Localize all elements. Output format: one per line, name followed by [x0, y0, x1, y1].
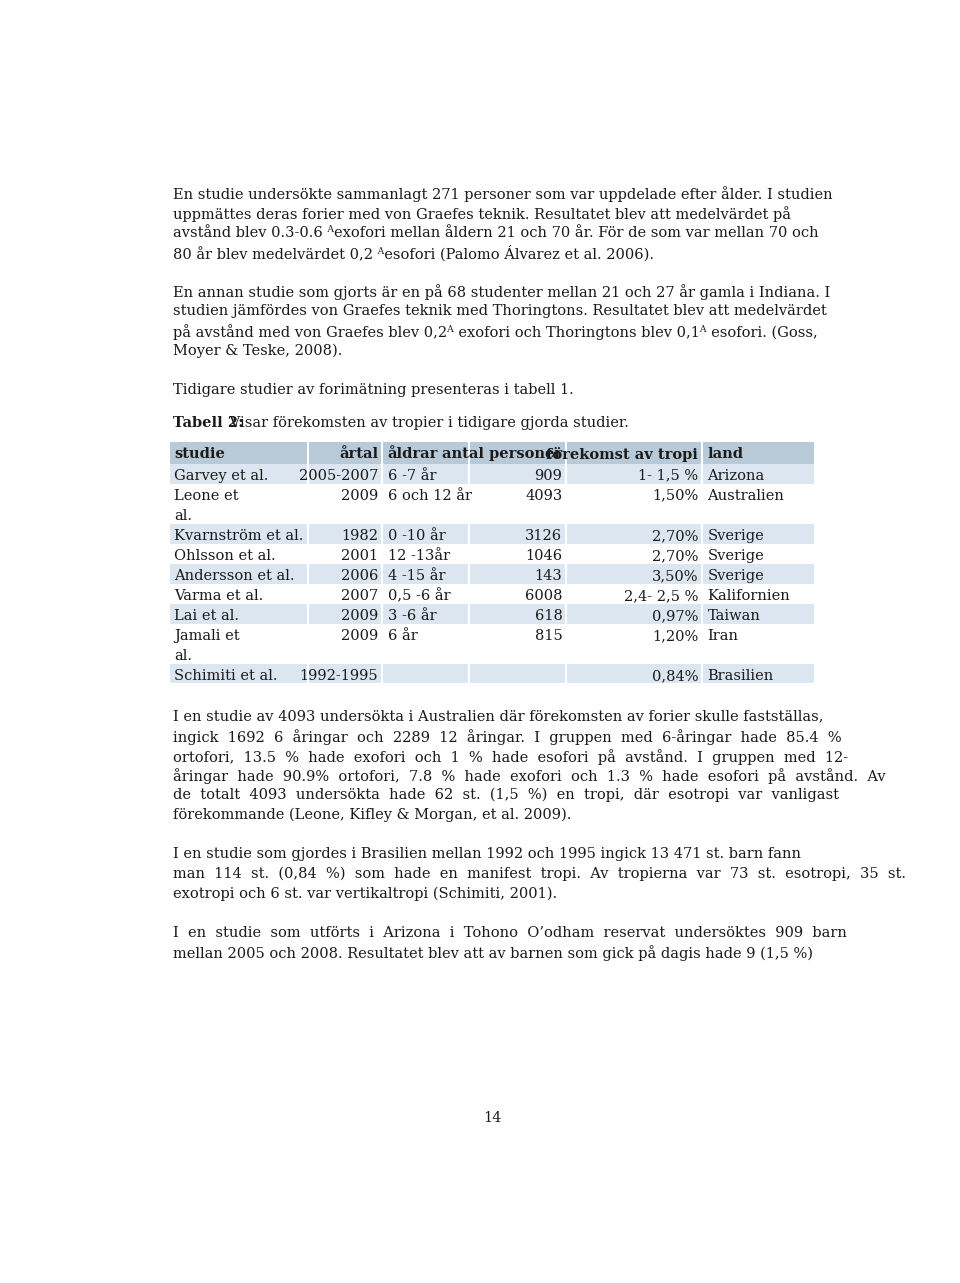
Text: Brasilien: Brasilien [708, 668, 774, 683]
Text: 80 år blev medelvärdet 0,2 ᴬesofori (Palomo Álvarez et al. 2006).: 80 år blev medelvärdet 0,2 ᴬesofori (Pal… [173, 245, 654, 262]
Text: Ohlsson et al.: Ohlsson et al. [175, 549, 276, 563]
Text: 2,4- 2,5 %: 2,4- 2,5 % [624, 589, 698, 603]
Text: 2005-2007: 2005-2007 [299, 468, 378, 482]
Text: ortofori,  13.5  %  hade  exofori  och  1  %  hade  esofori  på  avstånd.  I  gr: ortofori, 13.5 % hade exofori och 1 % ha… [173, 749, 848, 765]
Bar [169, 624, 815, 665]
Text: 0 -10 år: 0 -10 år [388, 529, 445, 543]
Bar [169, 544, 815, 563]
Text: 14: 14 [483, 1111, 501, 1125]
Text: En annan studie som gjorts är en på 68 studenter mellan 21 och 27 år gamla i Ind: En annan studie som gjorts är en på 68 s… [173, 285, 830, 300]
Text: 6 år: 6 år [388, 629, 418, 643]
Text: man  114  st.  (0,84  %)  som  hade  en  manifest  tropi.  Av  tropierna  var  7: man 114 st. (0,84 %) som hade en manifes… [173, 866, 905, 881]
Text: Moyer & Teske, 2008).: Moyer & Teske, 2008). [173, 344, 342, 358]
Text: Jamali et: Jamali et [175, 629, 240, 643]
Bar [169, 665, 815, 684]
Text: ingick  1692  6  åringar  och  2289  12  åringar.  I  gruppen  med  6-åringar  h: ingick 1692 6 åringar och 2289 12 åringa… [173, 729, 841, 745]
Text: 6008: 6008 [525, 589, 563, 603]
Text: 143: 143 [535, 568, 563, 582]
Text: 2,70%: 2,70% [652, 529, 698, 543]
Text: 1982: 1982 [341, 529, 378, 543]
Text: 815: 815 [535, 629, 563, 643]
Text: åringar  hade  90.9%  ortofori,  7.8  %  hade  exofori  och  1.3  %  hade  esofo: åringar hade 90.9% ortofori, 7.8 % hade … [173, 769, 885, 784]
Text: Lai et al.: Lai et al. [175, 609, 239, 624]
Text: 4 -15 år: 4 -15 år [388, 568, 445, 582]
Text: Sverige: Sverige [708, 568, 764, 582]
Text: Garvey et al.: Garvey et al. [175, 468, 269, 482]
Bar [169, 463, 815, 484]
Text: En studie undersökte sammanlagt 271 personer som var uppdelade efter ålder. I st: En studie undersökte sammanlagt 271 pers… [173, 186, 832, 203]
Bar [169, 563, 815, 584]
Text: 2007: 2007 [341, 589, 378, 603]
Text: de  totalt  4093  undersökta  hade  62  st.  (1,5  %)  en  tropi,  där  esotropi: de totalt 4093 undersökta hade 62 st. (1… [173, 788, 839, 802]
Text: 618: 618 [535, 609, 563, 624]
Text: avstånd blev 0.3-0.6 ᴬexofori mellan åldern 21 och 70 år. För de som var mellan : avstånd blev 0.3-0.6 ᴬexofori mellan åld… [173, 226, 818, 240]
Text: land: land [708, 446, 743, 461]
Text: 2006: 2006 [341, 568, 378, 582]
Bar [169, 523, 815, 544]
Text: al.: al. [175, 649, 192, 663]
Text: förekommande (Leone, Kifley & Morgan, et al. 2009).: förekommande (Leone, Kifley & Morgan, et… [173, 808, 571, 822]
Text: 0,97%: 0,97% [652, 609, 698, 624]
Text: Varma et al.: Varma et al. [175, 589, 263, 603]
Text: Kvarnström et al.: Kvarnström et al. [175, 529, 303, 543]
Text: 2009: 2009 [341, 609, 378, 624]
Text: 12 -13år: 12 -13år [388, 549, 449, 563]
Text: Tidigare studier av forimätning presenteras i tabell 1.: Tidigare studier av forimätning presente… [173, 382, 573, 396]
Text: 3126: 3126 [525, 529, 563, 543]
Text: I en studie som gjordes i Brasilien mellan 1992 och 1995 ingick 13 471 st. barn : I en studie som gjordes i Brasilien mell… [173, 847, 801, 861]
Text: förekomst av tropi: förekomst av tropi [546, 446, 698, 462]
Text: Visar förekomsten av tropier i tidigare gjorda studier.: Visar förekomsten av tropier i tidigare … [226, 416, 629, 430]
Text: 1046: 1046 [525, 549, 563, 563]
Text: Kalifornien: Kalifornien [708, 589, 790, 603]
Text: Australien: Australien [708, 489, 784, 503]
Text: på avstånd med von Graefes blev 0,2ᴬ exofori och Thoringtons blev 0,1ᴬ esofori. : på avstånd med von Graefes blev 0,2ᴬ exo… [173, 323, 818, 340]
Text: uppmättes deras forier med von Graefes teknik. Resultatet blev att medelvärdet p: uppmättes deras forier med von Graefes t… [173, 207, 791, 222]
Text: Iran: Iran [708, 629, 738, 643]
Text: 0,5 -6 år: 0,5 -6 år [388, 589, 450, 603]
Text: antal personer: antal personer [443, 446, 563, 461]
Text: 4093: 4093 [525, 489, 563, 503]
Text: studie: studie [175, 446, 226, 461]
Bar [169, 441, 815, 463]
Text: 2,70%: 2,70% [652, 549, 698, 563]
Text: 2009: 2009 [341, 489, 378, 503]
Text: Taiwan: Taiwan [708, 609, 760, 624]
Text: Sverige: Sverige [708, 549, 764, 563]
Text: åldrar: åldrar [388, 446, 438, 461]
Text: mellan 2005 och 2008. Resultatet blev att av barnen som gick på dagis hade 9 (1,: mellan 2005 och 2008. Resultatet blev at… [173, 946, 813, 961]
Text: årtal: årtal [339, 446, 378, 461]
Text: 1,50%: 1,50% [652, 489, 698, 503]
Text: Sverige: Sverige [708, 529, 764, 543]
Bar [169, 584, 815, 604]
Text: I  en  studie  som  utförts  i  Arizona  i  Tohono  O’odham  reservat  undersökt: I en studie som utförts i Arizona i Toho… [173, 925, 847, 939]
Text: Andersson et al.: Andersson et al. [175, 568, 295, 582]
Text: Tabell 2:: Tabell 2: [173, 416, 243, 430]
Text: 0,84%: 0,84% [652, 668, 698, 683]
Text: studien jämfördes von Graefes teknik med Thoringtons. Resultatet blev att medelv: studien jämfördes von Graefes teknik med… [173, 304, 827, 318]
Text: Schimiti et al.: Schimiti et al. [175, 668, 277, 683]
Text: 2001: 2001 [341, 549, 378, 563]
Text: I en studie av 4093 undersökta i Australien där förekomsten av forier skulle fas: I en studie av 4093 undersökta i Austral… [173, 709, 824, 724]
Bar [169, 484, 815, 523]
Text: 6 och 12 år: 6 och 12 år [388, 489, 471, 503]
Text: 3,50%: 3,50% [652, 568, 698, 582]
Text: 909: 909 [535, 468, 563, 482]
Text: 2009: 2009 [341, 629, 378, 643]
Bar [169, 604, 815, 624]
Text: Leone et: Leone et [175, 489, 239, 503]
Text: al.: al. [175, 509, 192, 522]
Text: 1,20%: 1,20% [652, 629, 698, 643]
Text: exotropi och 6 st. var vertikaltropi (Schimiti, 2001).: exotropi och 6 st. var vertikaltropi (Sc… [173, 887, 557, 901]
Text: 1992-1995: 1992-1995 [300, 668, 378, 683]
Text: 6 -7 år: 6 -7 år [388, 468, 436, 482]
Text: 1- 1,5 %: 1- 1,5 % [638, 468, 698, 482]
Text: 3 -6 år: 3 -6 år [388, 609, 436, 624]
Text: Arizona: Arizona [708, 468, 765, 482]
